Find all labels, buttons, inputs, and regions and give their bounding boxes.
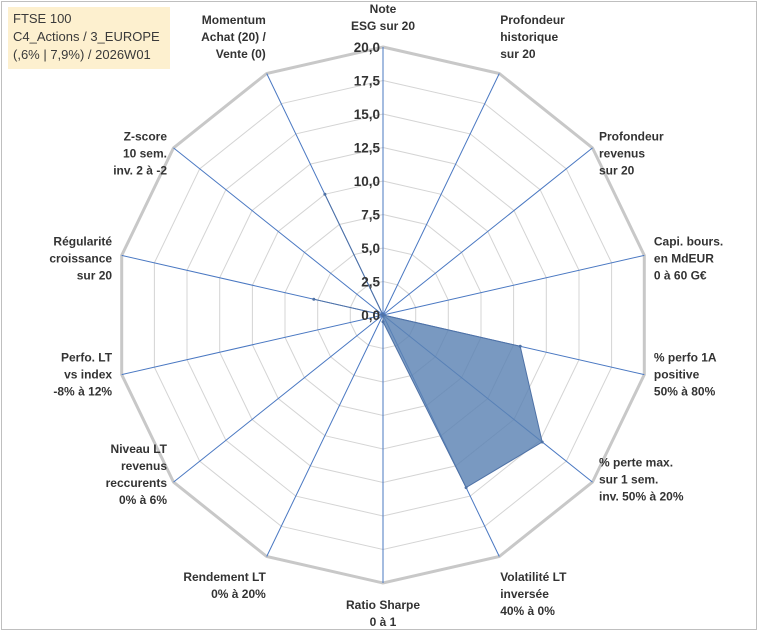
axis-label: Capi. bours. en MdEUR 0 à 60 G€: [654, 234, 723, 282]
axis-label-line: sur 20: [500, 47, 536, 61]
series-point: [323, 192, 327, 196]
axis-label-line: Volatilité LT: [500, 570, 567, 584]
axis-label: Perfo. LT vs index -8% à 12%: [53, 351, 112, 399]
axis-label-line: sur 1 sem.: [599, 472, 658, 486]
axis-label: Momentum Achat (20) / Vente (0): [201, 13, 266, 61]
tick-label: 0,0: [361, 308, 380, 323]
series-point: [540, 440, 544, 444]
tick-label: 5,0: [361, 241, 380, 256]
axis-label-line: sur 20: [77, 268, 113, 282]
axis-label-line: Momentum: [202, 13, 266, 27]
axis-label: Niveau LT revenus reccurents 0% à 6%: [106, 442, 168, 507]
axis-label: Ratio Sharpe 0 à 1: [346, 598, 420, 629]
axis-label: Profondeur revenus sur 20: [599, 130, 664, 178]
axis-spoke: [121, 314, 384, 376]
axis-label: % perte max. sur 1 sem. inv. 50% à 20%: [599, 455, 684, 503]
axis-label-line: Z-score: [124, 130, 168, 144]
axis-label-line: -8% à 12%: [53, 385, 112, 399]
axis-label-line: revenus: [599, 147, 645, 161]
axis-label-line: 40% à 0%: [500, 604, 555, 618]
axis-label-line: 50% à 80%: [654, 385, 716, 399]
axis-label-line: 0% à 20%: [211, 587, 266, 601]
axis-label-line: en MdEUR: [654, 251, 714, 265]
axis-spoke: [266, 314, 384, 557]
title-line-2: C4_Actions / 3_EUROPE: [13, 29, 160, 44]
axis-label-line: Note: [370, 2, 397, 16]
axis-spoke: [382, 147, 593, 316]
axis-label-line: historique: [500, 30, 558, 44]
tick-label: 7,5: [361, 208, 380, 223]
axis-label: Z-score 10 sem. inv. 2 à -2: [113, 130, 167, 178]
axis-label-line: inv. 2 à -2: [113, 164, 167, 178]
title-line-3: (,6% | 7,9%) / 2026W01: [13, 47, 151, 62]
axis-label-line: 0% à 6%: [119, 493, 167, 507]
axis-label: Rendement LT 0% à 20%: [183, 570, 266, 601]
axis-label-line: vs index: [64, 368, 112, 382]
axis-label-line: croissance: [49, 251, 112, 265]
series-point: [381, 320, 385, 324]
axis-label-line: Niveau LT: [111, 442, 168, 456]
tick-label: 12,5: [354, 141, 381, 156]
axis-spoke: [382, 73, 500, 316]
tick-label: 20,0: [354, 40, 380, 55]
axis-spoke: [173, 314, 384, 483]
radar-axis-labels: Note ESG sur 20 Profondeur historique sur 20…: [49, 2, 723, 629]
axis-label-line: Perfo. LT: [61, 351, 113, 365]
series-point: [464, 486, 468, 490]
series-area: [313, 194, 543, 489]
radar-tick-labels: 0,0 2,5 5,0 7,5 10,0 12,5 15,0 17,5 20,0: [354, 40, 381, 323]
axis-label-line: positive: [654, 368, 700, 382]
tick-label: 10,0: [354, 174, 380, 189]
axis-label: Profondeur historique sur 20: [500, 13, 565, 61]
axis-label-line: Ratio Sharpe: [346, 598, 420, 612]
axis-label-line: % perte max.: [599, 455, 673, 469]
axis-label-line: revenus: [121, 459, 167, 473]
axis-label: Note ESG sur 20: [351, 2, 415, 33]
axis-label-line: sur 20: [599, 164, 635, 178]
axis-label-line: Profondeur: [599, 130, 664, 144]
series-point: [381, 313, 385, 317]
axis-label: % perfo 1A positive 50% à 80%: [654, 351, 717, 399]
chart-title-box: FTSE 100 C4_Actions / 3_EUROPE (,6% | 7,…: [8, 7, 170, 69]
axis-label: Régularité croissance sur 20: [49, 234, 112, 282]
axis-label-line: Achat (20) /: [201, 30, 266, 44]
tick-label: 17,5: [354, 74, 381, 89]
series-point: [518, 344, 522, 348]
axis-label-line: inversée: [500, 587, 549, 601]
axis-label-line: ESG sur 20: [351, 19, 415, 33]
tick-label: 15,0: [354, 107, 380, 122]
axis-label-line: Profondeur: [500, 13, 565, 27]
axis-label-line: Rendement LT: [183, 570, 266, 584]
axis-label-line: 0 à 1: [370, 615, 397, 629]
axis-label-line: Régularité: [53, 234, 112, 248]
axis-label-line: Capi. bours.: [654, 234, 723, 248]
axis-label: Volatilité LT inversée 40% à 0%: [500, 570, 567, 618]
axis-label-line: 10 sem.: [123, 147, 167, 161]
axis-label-line: inv. 50% à 20%: [599, 489, 684, 503]
axis-spoke: [173, 147, 384, 316]
axis-label-line: Vente (0): [216, 47, 266, 61]
axis-label-line: reccurents: [106, 476, 168, 490]
axis-label-line: % perfo 1A: [654, 351, 717, 365]
title-line-1: FTSE 100: [13, 11, 72, 26]
tick-label: 2,5: [361, 275, 380, 290]
series-point: [312, 297, 316, 301]
axis-spoke: [382, 254, 645, 316]
radar-series: [312, 192, 544, 490]
axis-label-line: 0 à 60 G€: [654, 268, 707, 282]
